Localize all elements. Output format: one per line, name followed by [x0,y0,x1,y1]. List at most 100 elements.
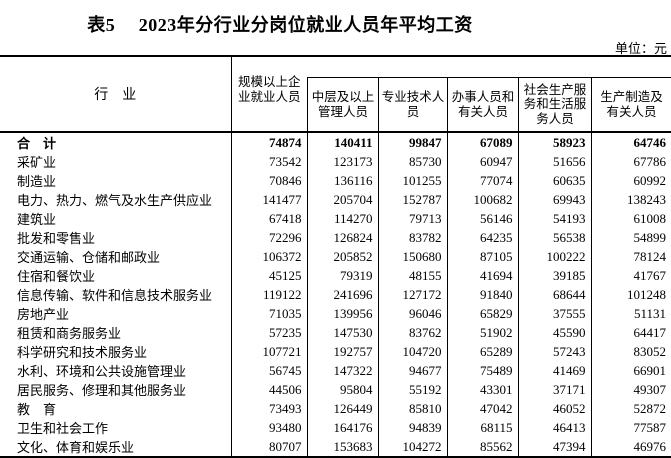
value-cell: 54193 [517,209,591,228]
industry-cell: 卫生和社会工作 [17,421,109,436]
value-cell: 101255 [377,171,447,190]
header-industry: 行 业 [0,56,232,132]
value-cell: 100222 [517,247,591,266]
table-row: 科学研究和技术服务业 107721 192757 104720 65289 57243 83… [0,342,671,361]
value-cell: 74874 [230,132,307,152]
table-body: 合 计 74874 140411 99847 67089 58923 64746 采矿业 735… [0,132,671,457]
value-cell: 126824 [306,228,378,247]
value-cell: 138243 [590,190,671,209]
value-cell: 85562 [446,437,518,457]
value-cell: 65829 [446,304,518,323]
value-cell: 64746 [590,132,671,152]
value-cell: 69943 [517,190,591,209]
header-col-technical-label: 专业技术人 员 [378,77,447,131]
value-cell: 147322 [306,361,378,380]
table-row: 水利、环境和公共设施管理业 56745 147322 94677 75489 41469 6… [0,361,671,380]
value-cell: 79713 [377,209,447,228]
value-cell: 65289 [446,342,518,361]
value-cell: 60947 [446,152,518,171]
industry-cell: 科学研究和技术服务业 [17,345,148,360]
value-cell: 46052 [517,399,591,418]
value-cell: 67089 [446,132,518,152]
value-cell: 60635 [517,171,591,190]
value-cell: 37555 [517,304,591,323]
table-row: 文化、体育和娱乐业 80707 153683 104272 85562 47394 4697… [0,437,671,457]
value-cell: 100682 [446,190,518,209]
value-cell: 67418 [230,209,307,228]
value-cell: 73542 [230,152,307,171]
value-cell: 127172 [377,285,447,304]
header-col-managers-label: 中层及以上 管理人员 [307,77,378,131]
industry-cell: 居民服务、修理和其他服务业 [17,383,187,398]
value-cell: 94677 [377,361,447,380]
value-cell: 147530 [306,323,378,342]
value-cell: 71035 [230,304,307,323]
value-cell: 139956 [306,304,378,323]
value-cell: 152787 [377,190,447,209]
value-cell: 79319 [306,266,378,285]
page-title: 表5 2023年分行业分岗位就业人员年平均工资 [87,15,473,35]
value-cell: 48155 [377,266,447,285]
unit-label: 单位：元 [614,41,667,56]
value-cell: 47394 [517,437,591,457]
header-col-production: 生产制造及 有关人员 [591,56,671,132]
table-row: 批发和零售业 72296 126824 83782 64235 56538 54899 [0,228,671,247]
value-cell: 51131 [590,304,671,323]
value-cell: 67786 [590,152,671,171]
value-cell: 61008 [590,209,671,228]
value-cell: 68115 [446,418,518,437]
value-cell: 45590 [517,323,591,342]
header-col-clerical: 办事人员和 有关人员 [447,56,518,132]
table-row: 制造业 70846 136116 101255 77074 60635 60992 [0,171,671,190]
value-cell: 54899 [590,228,671,247]
industry-cell: 建筑业 [17,212,57,227]
value-cell: 64235 [446,228,518,247]
value-cell: 101248 [590,285,671,304]
header-col-service: 社会生产服 务和生活服 务人员 [518,56,591,132]
value-cell: 77074 [446,171,518,190]
value-cell: 140411 [306,132,378,152]
value-cell: 192757 [306,342,378,361]
value-cell: 58923 [517,132,591,152]
header-col-clerical-label: 办事人员和 有关人员 [447,77,518,131]
value-cell: 136116 [306,171,378,190]
value-cell: 123173 [306,152,378,171]
value-cell: 83762 [377,323,447,342]
value-cell: 99847 [377,132,447,152]
table-row: 居民服务、修理和其他服务业 44506 95804 55192 43301 37171 49… [0,380,671,399]
industry-cell: 文化、体育和娱乐业 [17,440,135,455]
value-cell: 72296 [230,228,307,247]
value-cell: 51656 [517,152,591,171]
value-cell: 73493 [230,399,307,418]
table-row: 教 育 73493 126449 85810 47042 46052 52872 [0,399,671,418]
industry-cell: 批发和零售业 [17,231,96,246]
value-cell: 41694 [446,266,518,285]
value-cell: 83052 [590,342,671,361]
value-cell: 93480 [230,418,307,437]
value-cell: 43301 [446,380,518,399]
value-cell: 205704 [306,190,378,209]
value-cell: 60992 [590,171,671,190]
table-row: 电力、热力、燃气及水生产供应业 141477 205704 152787 100682 6… [0,190,671,209]
industry-cell: 住宿和餐饮业 [17,269,96,284]
industry-cell: 制造业 [17,174,57,189]
value-cell: 80707 [230,437,307,457]
table-row: 卫生和社会工作 93480 164176 94839 68115 46413 77587 [0,418,671,437]
value-cell: 68644 [517,285,591,304]
value-cell: 85810 [377,399,447,418]
table-row: 租赁和商务服务业 57235 147530 83762 51902 45590 64417 [0,323,671,342]
value-cell: 141477 [230,190,307,209]
value-cell: 57235 [230,323,307,342]
value-cell: 85730 [377,152,447,171]
industry-cell: 租赁和商务服务业 [17,326,122,341]
value-cell: 57243 [517,342,591,361]
value-cell: 87105 [446,247,518,266]
value-cell: 64417 [590,323,671,342]
value-cell: 46413 [517,418,591,437]
value-cell: 41767 [590,266,671,285]
value-cell: 56146 [446,209,518,228]
industry-cell: 房地产业 [17,307,70,322]
value-cell: 51902 [446,323,518,342]
value-cell: 47042 [446,399,518,418]
value-cell: 104720 [377,342,447,361]
